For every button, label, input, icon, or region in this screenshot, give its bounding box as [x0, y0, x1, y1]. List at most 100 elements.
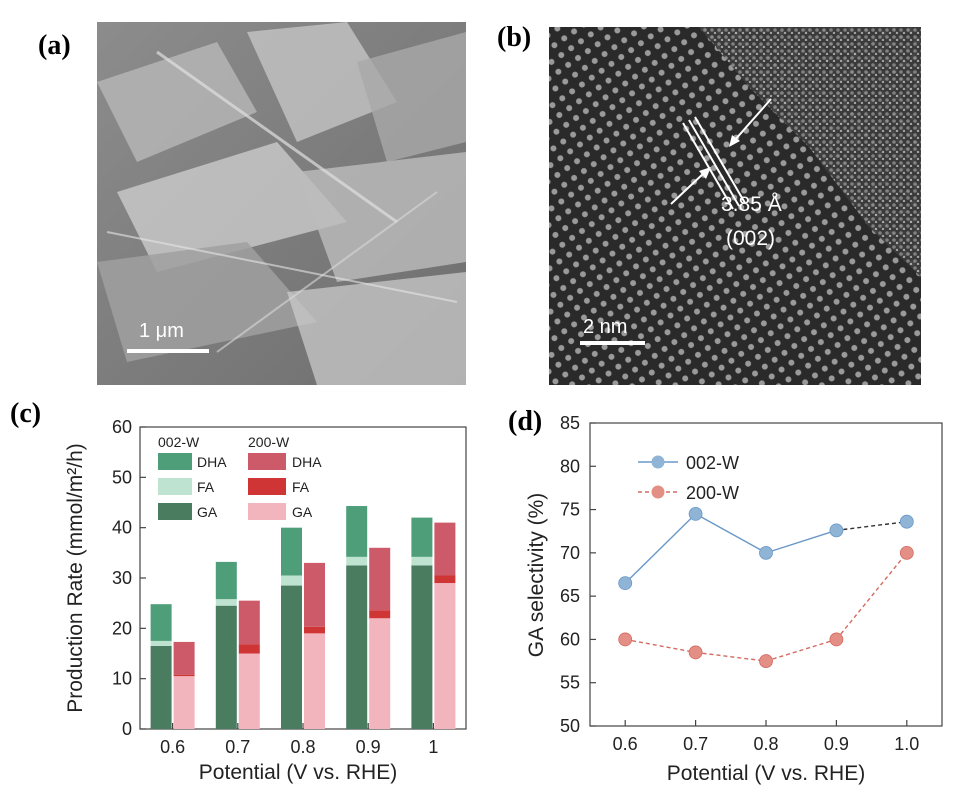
bar-200w-dha-1 [434, 522, 456, 576]
y-axis-title-c: Production Rate (mmol/m²/h) [64, 443, 87, 713]
legend-group-002w: 002-W [158, 434, 200, 450]
legend-label-fa-1: FA [197, 479, 215, 495]
x-tick-label-d: 0.8 [753, 734, 778, 754]
y-tick-label-d: 65 [560, 586, 580, 606]
y-tick-label-c: 20 [112, 618, 132, 638]
x-axis-title-c: Potential (V vs. RHE) [199, 761, 397, 784]
x-tick-label-c: 0.8 [290, 737, 315, 757]
y-tick-label-d: 50 [560, 716, 580, 736]
bar-200w-fa-0_8 [304, 626, 325, 634]
line-segment-200w [625, 638, 696, 654]
bar-200w-dha-0_7 [238, 600, 260, 645]
line-segment-200w [695, 651, 767, 662]
point-002w-0_8 [759, 545, 773, 560]
legend-swatch-002w-ga [158, 503, 192, 520]
panel-label-b: (b) [497, 22, 532, 53]
bar-002w-dha-1 [411, 517, 433, 557]
legend-label-dha-1: DHA [197, 454, 227, 470]
x-tick-label-c: 0.9 [356, 737, 381, 757]
y-tick-label-c: 40 [112, 518, 132, 538]
legend-marker-002w [651, 455, 665, 469]
bar-002w-ga-0_9 [346, 565, 368, 729]
point-002w-0_7 [688, 507, 703, 521]
bar-200w-dha-0_9 [369, 547, 391, 611]
line-segment-002w [765, 529, 837, 554]
line-segment-002w [836, 520, 907, 532]
legend-label-ga-1: GA [197, 504, 218, 520]
x-tick-label-c: 0.7 [225, 737, 250, 757]
plane-label: (002) [726, 227, 775, 250]
legend-marker-200w [651, 485, 665, 499]
y-tick-label-d: 85 [560, 413, 580, 433]
point-002w-0_6 [618, 576, 633, 591]
bar-200w-ga-0_9 [369, 618, 391, 729]
bar-002w-ga-0_7 [215, 605, 237, 729]
bar-002w-ga-0_6 [150, 645, 172, 729]
arrow-bottom [670, 171, 706, 205]
bar-200w-ga-0_8 [304, 633, 325, 729]
legend-swatch-200w-ga [248, 503, 286, 520]
scale-label-b: 2 nm [583, 316, 627, 338]
y-tick-label-c: 30 [112, 568, 132, 588]
bar-002w-dha-0_6 [150, 604, 172, 641]
y-tick-label-c: 0 [122, 719, 132, 739]
line-segment-200w [835, 552, 908, 640]
y-tick-label-d: 70 [560, 543, 580, 563]
y-tick-label-c: 50 [112, 467, 132, 487]
legend-swatch-200w-dha [248, 453, 286, 470]
y-tick-label-c: 60 [112, 417, 132, 437]
line-segment-200w [765, 638, 837, 662]
line-segment-002w [695, 513, 767, 554]
legend-group-200w: 200-W [248, 434, 290, 450]
bar-002w-ga-0_8 [281, 585, 302, 729]
bar-002w-fa-0_9 [346, 556, 368, 566]
bar-200w-fa-0_9 [369, 610, 391, 619]
legend-swatch-002w-dha [158, 453, 192, 470]
y-tick-label-c: 10 [112, 669, 132, 689]
legend-swatch-200w-fa [248, 478, 286, 495]
bar-200w-ga-0_7 [238, 653, 260, 729]
legend-label-002w: 002-W [686, 453, 739, 473]
y-tick-label-d: 55 [560, 673, 580, 693]
d-spacing-label: 3.85 Å [721, 193, 782, 216]
point-200w-0_7 [688, 645, 703, 660]
bar-002w-fa-0_6 [150, 640, 172, 646]
bar-200w-fa-1 [434, 575, 456, 584]
plot-frame-d [589, 422, 943, 727]
bar-002w-fa-1 [411, 556, 433, 566]
bar-200w-ga-1 [434, 583, 456, 729]
arrow-top [733, 98, 772, 142]
y-tick-label-d: 60 [560, 629, 580, 649]
legend-label-200w: 200-W [686, 483, 739, 503]
x-tick-label-c: 1 [428, 737, 438, 757]
panel-label-a: (a) [38, 30, 71, 61]
bar-002w-ga-1 [411, 565, 433, 729]
point-002w-0_9 [829, 523, 844, 538]
panel-label-d: (d) [508, 406, 543, 437]
point-200w-0_8 [759, 654, 773, 668]
legend-label-ga-2: GA [292, 504, 313, 520]
bar-002w-dha-0_8 [281, 527, 302, 576]
x-tick-label-d: 0.6 [613, 734, 638, 754]
scale-bar-b [580, 341, 645, 345]
point-200w-0_9 [829, 632, 844, 647]
point-002w-1_0 [899, 514, 914, 529]
x-tick-label-c: 0.6 [160, 737, 185, 757]
bar-200w-ga-0_6 [173, 676, 195, 729]
y-tick-label-d: 75 [560, 500, 580, 520]
production-rate-chart: 0 10 20 30 40 50 60 0.6 0.7 0.8 0.9 1 002-W 200-W D… [64, 417, 467, 784]
bar-200w-dha-0_8 [304, 562, 325, 627]
scale-bar-a [127, 349, 209, 353]
x-tick-label-d: 0.7 [683, 734, 708, 754]
legend-label-dha-2: DHA [292, 454, 322, 470]
bar-002w-dha-0_7 [215, 561, 237, 600]
legend-swatch-002w-fa [158, 478, 192, 495]
point-200w-1_0 [899, 545, 914, 560]
x-axis-title-d: Potential (V vs. RHE) [667, 762, 865, 785]
ga-selectivity-chart: 50 55 60 65 70 75 80 85 0.6 0.7 0.8 0.9 1.0 002-W 20… [525, 413, 943, 785]
sem-image: 1 μm [97, 22, 466, 385]
hrtem-image: 3.85 Å (002) 2 nm [549, 27, 921, 385]
x-tick-label-d: 1.0 [894, 734, 919, 754]
line-segment-002w [624, 513, 697, 584]
bar-002w-dha-0_9 [346, 506, 368, 557]
